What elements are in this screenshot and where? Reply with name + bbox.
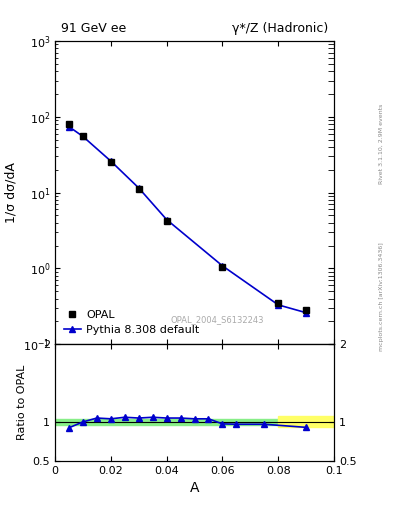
OPAL [67, 121, 72, 127]
Text: Rivet 3.1.10, 2.9M events: Rivet 3.1.10, 2.9M events [379, 103, 384, 183]
Pythia 8.308 default [136, 185, 141, 191]
OPAL [108, 159, 113, 165]
Pythia 8.308 default [276, 302, 281, 308]
Y-axis label: 1/σ dσ/dA: 1/σ dσ/dA [5, 162, 18, 223]
Pythia 8.308 default [81, 133, 85, 139]
Y-axis label: Ratio to OPAL: Ratio to OPAL [17, 365, 27, 440]
Text: 91 GeV ee: 91 GeV ee [61, 22, 126, 35]
OPAL [220, 264, 225, 270]
Text: mcplots.cern.ch [arXiv:1306.3436]: mcplots.cern.ch [arXiv:1306.3436] [379, 243, 384, 351]
OPAL [304, 307, 309, 313]
OPAL [164, 218, 169, 224]
OPAL [81, 133, 85, 139]
Bar [55, 419, 278, 424]
Legend: OPAL, Pythia 8.308 default: OPAL, Pythia 8.308 default [61, 306, 203, 338]
Pythia 8.308 default [304, 310, 309, 316]
Line: OPAL: OPAL [66, 121, 310, 314]
Text: γ*/Z (Hadronic): γ*/Z (Hadronic) [232, 22, 329, 35]
Pythia 8.308 default [220, 263, 225, 269]
Text: OPAL_2004_S6132243: OPAL_2004_S6132243 [170, 315, 264, 325]
Bar [278, 416, 334, 428]
Line: Pythia 8.308 default: Pythia 8.308 default [66, 124, 309, 315]
OPAL [136, 186, 141, 193]
Pythia 8.308 default [67, 123, 72, 130]
Pythia 8.308 default [108, 158, 113, 164]
OPAL [276, 300, 281, 306]
X-axis label: A: A [190, 481, 199, 495]
Pythia 8.308 default [164, 217, 169, 223]
